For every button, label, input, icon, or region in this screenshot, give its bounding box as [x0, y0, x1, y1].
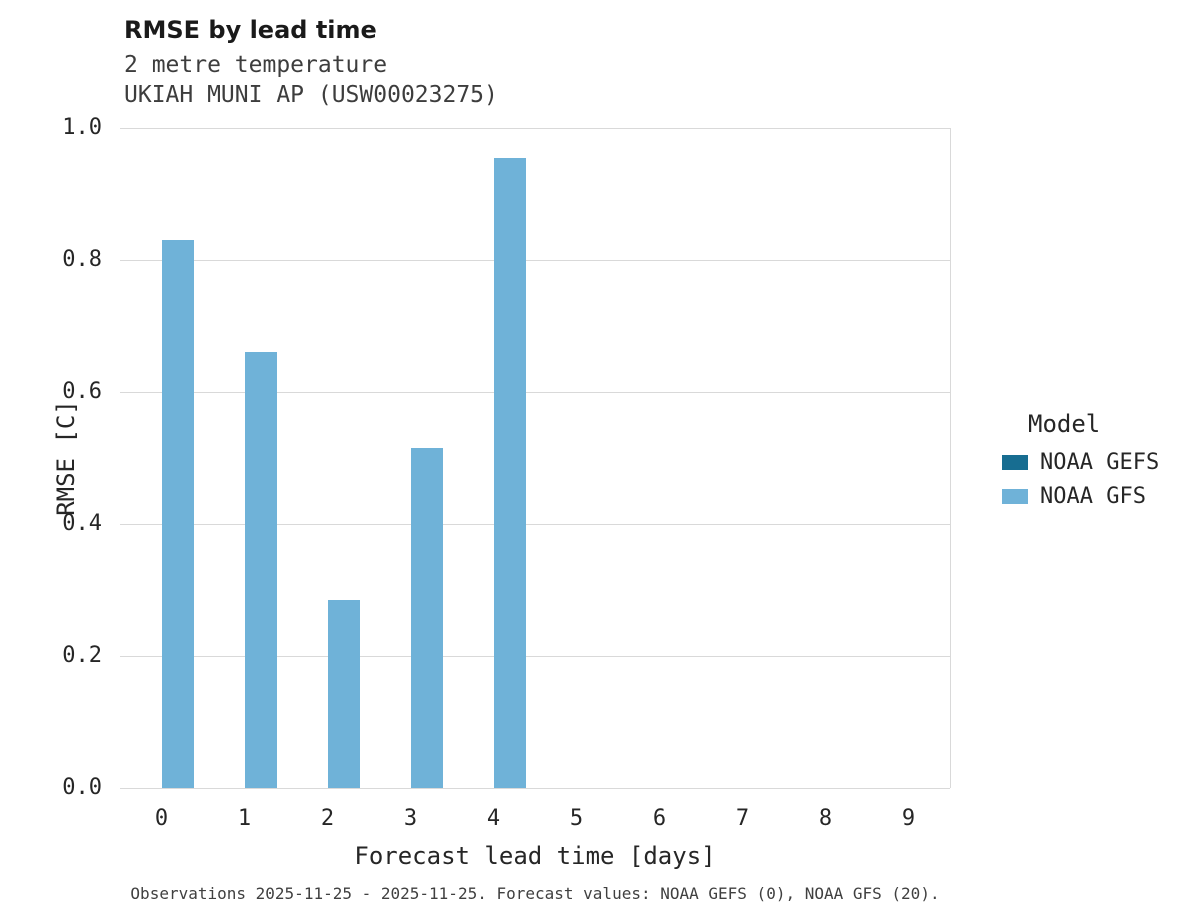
y-tick-label: 0.6 [62, 379, 102, 404]
legend-swatch-icon [1002, 489, 1028, 504]
bar-noaa-gfs-day-4 [493, 157, 526, 788]
x-tick-label: 6 [652, 806, 667, 831]
legend-label: NOAA GEFS [1040, 450, 1160, 475]
gridline [120, 523, 950, 525]
bar-noaa-gfs-day-2 [327, 599, 360, 788]
gridline [120, 127, 950, 129]
gridline [120, 391, 950, 393]
y-tick-label: 1.0 [62, 115, 102, 140]
y-tick-label: 0.0 [62, 775, 102, 800]
x-tick-label: 4 [486, 806, 501, 831]
legend: Model NOAA GEFS NOAA GFS [1002, 410, 1159, 518]
chart-subtitle-line-1: 2 metre temperature [124, 52, 388, 78]
gridline [120, 655, 950, 657]
chart-subtitle-line-2: UKIAH MUNI AP (USW00023275) [124, 82, 498, 108]
legend-label: NOAA GFS [1040, 484, 1146, 509]
x-tick-label: 3 [403, 806, 418, 831]
bar-noaa-gfs-day-0 [161, 240, 194, 788]
x-tick-label: 7 [735, 806, 750, 831]
caption: Observations 2025-11-25 - 2025-11-25. Fo… [130, 884, 940, 903]
chart-title: RMSE by lead time [124, 16, 377, 44]
legend-entry: NOAA GFS [1002, 484, 1159, 509]
gridline [120, 259, 950, 261]
plot-area [120, 127, 951, 789]
gridline [120, 787, 950, 789]
bar-noaa-gfs-day-1 [244, 352, 277, 788]
x-tick-label: 5 [569, 806, 584, 831]
x-tick-label: 9 [901, 806, 916, 831]
y-tick-label: 0.2 [62, 643, 102, 668]
x-tick-label: 0 [154, 806, 169, 831]
x-tick-label: 2 [320, 806, 335, 831]
legend-title: Model [1028, 410, 1101, 438]
y-tick-label: 0.8 [62, 247, 102, 272]
x-axis-label: Forecast lead time [days] [354, 842, 716, 870]
x-tick-label: 8 [818, 806, 833, 831]
chart-subtitle: 2 metre temperature UKIAH MUNI AP (USW00… [124, 50, 498, 110]
legend-swatch-icon [1002, 455, 1028, 470]
x-tick-label: 1 [237, 806, 252, 831]
legend-entry: NOAA GEFS [1002, 450, 1159, 475]
bar-noaa-gfs-day-3 [410, 448, 443, 788]
legend-entries: NOAA GEFS NOAA GFS [1002, 450, 1159, 509]
y-tick-label: 0.4 [62, 511, 102, 536]
